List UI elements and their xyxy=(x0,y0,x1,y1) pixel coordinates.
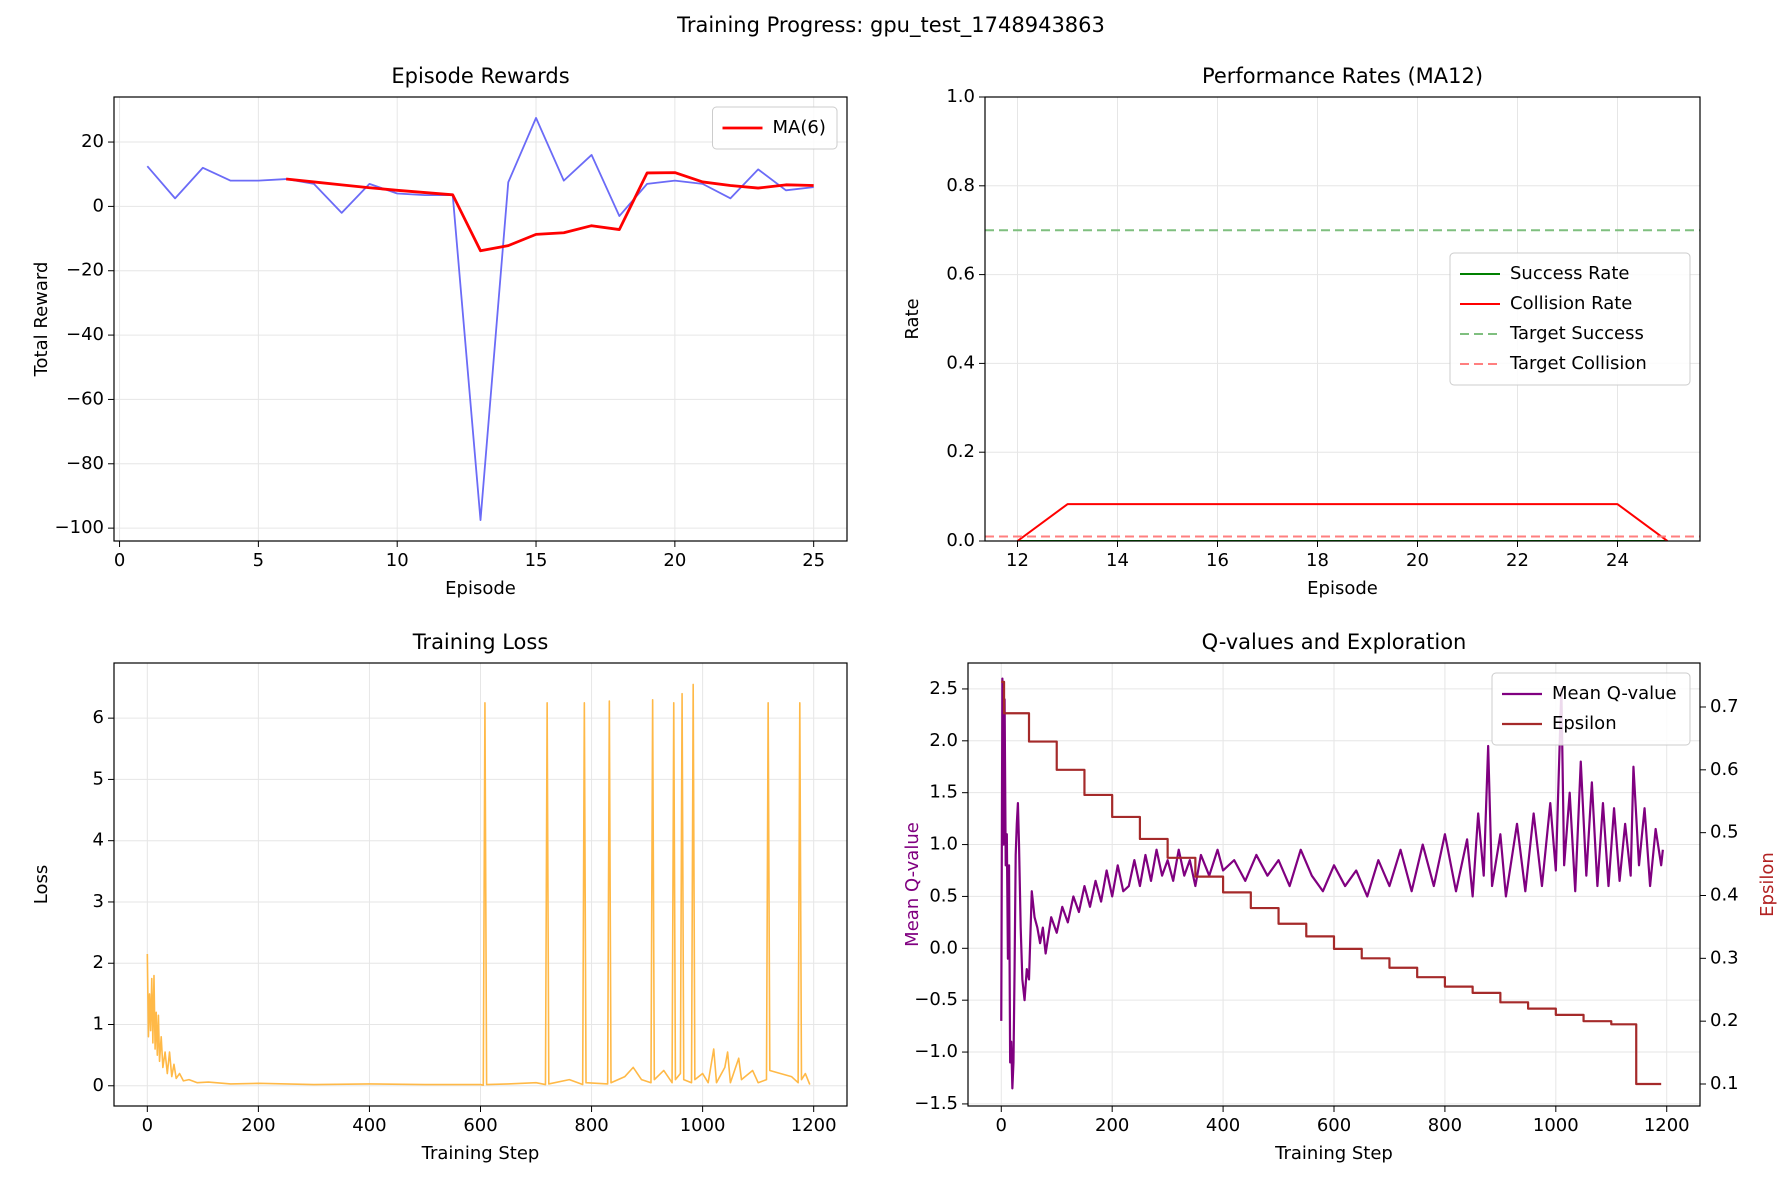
legend-label: Mean Q-value xyxy=(1552,683,1677,704)
y-tick-label: 6 xyxy=(93,707,104,728)
x-tick-label: 16 xyxy=(1206,550,1229,571)
legend-box xyxy=(1491,672,1691,746)
series-line xyxy=(1001,680,1662,1086)
y-tick-label: 0.6 xyxy=(946,264,975,285)
x-tick-label: 5 xyxy=(253,550,264,571)
axes-frame xyxy=(113,662,848,1107)
y-tick-label: 1 xyxy=(93,1014,104,1035)
x-tick-label: 1000 xyxy=(680,1115,726,1136)
y-axis-label: Mean Q-value xyxy=(902,822,923,947)
x-tick-label: 0 xyxy=(996,1115,1007,1136)
chart-title: Performance Rates (MA12) xyxy=(1202,64,1483,88)
series-line xyxy=(1000,677,1664,1090)
series-line xyxy=(285,171,814,253)
y-tick-label: −1.0 xyxy=(914,1041,958,1062)
y-tick-label: 20 xyxy=(81,131,104,152)
x-tick-label: 800 xyxy=(574,1115,608,1136)
x-tick-label: 200 xyxy=(241,1115,275,1136)
x-tick-label: 200 xyxy=(1095,1115,1129,1136)
x-axis-label: Episode xyxy=(1307,578,1378,599)
x-tick-label: 12 xyxy=(1006,550,1029,571)
y2-tick-label: 0.4 xyxy=(1710,884,1739,905)
chart-title: Q-values and Exploration xyxy=(1202,630,1467,654)
y-tick-label: −60 xyxy=(66,388,104,409)
y-tick-label: 0 xyxy=(93,195,104,216)
y-axis-label: Rate xyxy=(902,298,923,339)
x-tick-label: 20 xyxy=(663,550,686,571)
axes-frame xyxy=(984,96,1701,542)
x-tick-label: 20 xyxy=(1406,550,1429,571)
y-tick-label: 1.5 xyxy=(929,782,958,803)
legend-label: Target Success xyxy=(1509,323,1644,344)
y-tick-label: −100 xyxy=(55,517,104,538)
x-tick-label: 18 xyxy=(1306,550,1329,571)
chart-title: Episode Rewards xyxy=(391,64,569,88)
x-tick-label: 24 xyxy=(1606,550,1629,571)
x-tick-label: 600 xyxy=(463,1115,497,1136)
figure-title: Training Progress: gpu_test_1748943863 xyxy=(676,13,1105,38)
axes-frame xyxy=(113,96,848,542)
y-tick-label: 2 xyxy=(93,952,104,973)
y2-axis-label: Epsilon xyxy=(1757,852,1778,917)
y-tick-label: 0 xyxy=(93,1075,104,1096)
axes-frame xyxy=(967,662,1701,1107)
legend-label: Epsilon xyxy=(1552,713,1617,734)
x-tick-label: 1000 xyxy=(1533,1115,1579,1136)
y-tick-label: 0.8 xyxy=(946,175,975,196)
y-tick-label: 0.0 xyxy=(946,530,975,551)
x-tick-label: 400 xyxy=(352,1115,386,1136)
y-tick-label: 1.0 xyxy=(946,86,975,107)
x-tick-label: 800 xyxy=(1428,1115,1462,1136)
y-tick-label: 0.2 xyxy=(946,441,975,462)
y-tick-label: −40 xyxy=(66,324,104,345)
y2-tick-label: 0.7 xyxy=(1710,696,1739,717)
series-line xyxy=(146,683,811,1086)
y-tick-label: 2.5 xyxy=(929,678,958,699)
x-tick-label: 400 xyxy=(1206,1115,1240,1136)
y-tick-label: −80 xyxy=(66,453,104,474)
legend-label: MA(6) xyxy=(773,117,826,138)
x-tick-label: 1200 xyxy=(791,1115,837,1136)
y2-tick-label: 0.2 xyxy=(1710,1010,1739,1031)
x-tick-label: 0 xyxy=(114,550,125,571)
x-tick-label: 14 xyxy=(1106,550,1129,571)
y-axis-label: Loss xyxy=(31,865,52,904)
legend-label: Target Collision xyxy=(1509,353,1647,374)
x-axis-label: Episode xyxy=(445,578,516,599)
y2-tick-label: 0.6 xyxy=(1710,759,1739,780)
y-tick-label: 0.5 xyxy=(929,885,958,906)
x-tick-label: 10 xyxy=(386,550,409,571)
y2-tick-label: 0.1 xyxy=(1710,1073,1739,1094)
x-tick-label: 0 xyxy=(142,1115,153,1136)
y-tick-label: 1.0 xyxy=(929,834,958,855)
y-tick-label: −0.5 xyxy=(914,989,958,1010)
series-line xyxy=(146,117,814,521)
y-tick-label: 3 xyxy=(93,891,104,912)
series-line xyxy=(1016,503,1669,541)
y-tick-label: 0.4 xyxy=(946,352,975,373)
y-tick-label: −20 xyxy=(66,260,104,281)
y-tick-label: 4 xyxy=(93,830,104,851)
x-tick-label: 1200 xyxy=(1644,1115,1690,1136)
y-tick-label: 2.0 xyxy=(929,730,958,751)
x-tick-label: 22 xyxy=(1506,550,1529,571)
x-tick-label: 15 xyxy=(525,550,548,571)
y-axis-label: Total Reward xyxy=(31,262,52,378)
legend-box xyxy=(1449,252,1691,386)
legend-label: Success Rate xyxy=(1510,263,1629,284)
y2-tick-label: 0.5 xyxy=(1710,822,1739,843)
x-tick-label: 25 xyxy=(802,550,825,571)
legend-box xyxy=(712,106,838,150)
y-tick-label: 0.0 xyxy=(929,937,958,958)
legend-label: Collision Rate xyxy=(1510,293,1632,314)
y2-tick-label: 0.3 xyxy=(1710,947,1739,968)
y-tick-label: 5 xyxy=(93,768,104,789)
x-tick-label: 600 xyxy=(1317,1115,1351,1136)
x-axis-label: Training Step xyxy=(1274,1143,1393,1164)
x-axis-label: Training Step xyxy=(421,1143,540,1164)
chart-title: Training Loss xyxy=(412,630,549,654)
y-tick-label: −1.5 xyxy=(914,1093,958,1114)
